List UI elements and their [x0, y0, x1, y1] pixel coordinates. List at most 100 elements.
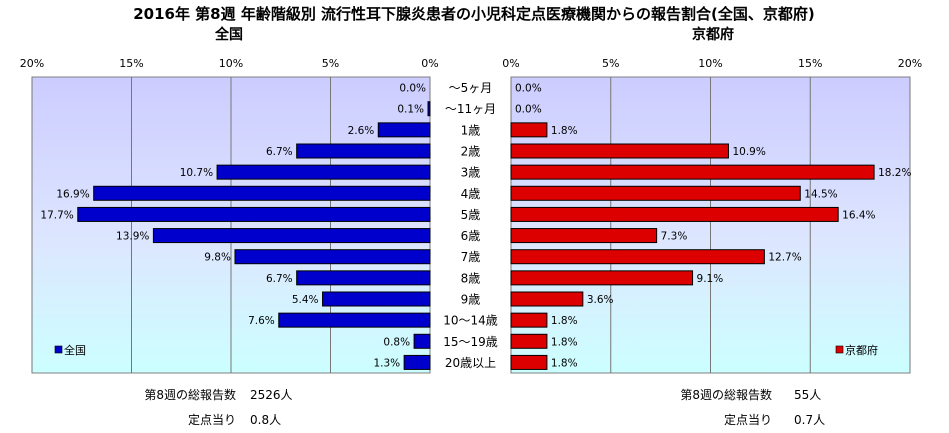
data-label-left: 13.9%: [116, 231, 149, 243]
bar-left: [296, 143, 431, 159]
category-labels: ～5ヶ月 ～11ヶ月 1歳 2歳 3歳 4歳 5歳 6歳 7歳 8歳 9歳 10～14歳 15～19歳 2…: [443, 81, 498, 370]
data-label-left: 0.0%: [399, 83, 426, 95]
bar-left: [413, 333, 431, 349]
data-label-right: 16.4%: [842, 209, 875, 221]
x-tick-label: 0%: [502, 57, 519, 70]
x-tick-label: 5%: [322, 57, 339, 70]
data-label-right: 0.0%: [515, 104, 542, 116]
data-label-left: 0.8%: [383, 336, 410, 348]
data-label-left: 6.7%: [266, 146, 293, 158]
bar-right: [510, 228, 658, 244]
data-label-left: 5.4%: [292, 294, 319, 306]
bar-left: [234, 249, 431, 265]
category-label: 3歳: [461, 166, 481, 180]
bar-right: [510, 164, 875, 180]
bar-left: [93, 185, 431, 201]
category-label: 2歳: [461, 145, 481, 159]
x-tick-label: 10%: [219, 57, 243, 70]
data-label-right: 1.8%: [551, 336, 578, 348]
bar-left: [322, 291, 431, 307]
category-label: 10～14歳: [443, 314, 498, 328]
bar-left: [377, 122, 431, 138]
legend-swatch: [835, 345, 844, 354]
data-label-left: 9.8%: [204, 252, 231, 264]
data-label-left: 16.9%: [56, 188, 89, 200]
bar-left: [427, 101, 431, 117]
bar-left: [278, 312, 431, 328]
data-label-right: 0.0%: [515, 83, 542, 95]
data-label-right: 1.8%: [551, 315, 578, 327]
data-label-right: 3.6%: [587, 294, 614, 306]
category-label: 8歳: [461, 271, 481, 285]
data-label-right: 9.1%: [697, 273, 724, 285]
data-label-right: 18.2%: [878, 167, 911, 179]
data-label-right: 10.9%: [732, 146, 765, 158]
panel-left: 全国 0% 5% 10% 15% 20% 0.0% 0.1% 2.6% 6.7% 10.7% 16.9…: [20, 26, 439, 427]
legend-left: 全国: [54, 343, 86, 357]
x-tick-label: 10%: [698, 57, 722, 70]
x-tick-label: 0%: [421, 57, 438, 70]
data-label-left: 10.7%: [180, 167, 213, 179]
category-label: 5歳: [461, 208, 481, 222]
category-label: 6歳: [461, 229, 481, 243]
x-tick-label: 20%: [20, 57, 44, 70]
total-reports-label: 第8週の総報告数: [680, 387, 772, 402]
data-label-right: 1.8%: [551, 125, 578, 137]
bar-right: [510, 143, 729, 159]
bar-right: [510, 185, 801, 201]
x-tick-label: 15%: [119, 57, 143, 70]
bar-right: [510, 122, 548, 138]
legend-label: 京都府: [845, 343, 878, 357]
bar-right: [510, 291, 584, 307]
per-site-label: 定点当り: [188, 412, 236, 427]
data-label-left: 7.6%: [248, 315, 275, 327]
category-label: 15～19歳: [443, 335, 498, 349]
data-label-right: 1.8%: [551, 357, 578, 369]
data-label-right: 14.5%: [804, 188, 837, 200]
total-reports-value: 55人: [794, 388, 821, 402]
data-label-left: 17.7%: [40, 209, 73, 221]
category-label: 9歳: [461, 293, 481, 307]
panel-title-right: 京都府: [692, 26, 734, 43]
bar-right: [510, 312, 548, 328]
data-label-left: 6.7%: [266, 273, 293, 285]
data-label-right: 7.3%: [661, 231, 688, 243]
per-site-value: 0.8人: [250, 413, 281, 427]
bar-right: [510, 206, 839, 222]
x-tick-label: 15%: [798, 57, 822, 70]
category-label: 20歳以上: [445, 356, 496, 370]
data-label-left: 0.1%: [397, 104, 424, 116]
chart-title: 2016年 第8週 年齢階級別 流行性耳下腺炎患者の小児科定点医療機関からの報告…: [133, 5, 815, 23]
legend-label: 全国: [64, 343, 86, 357]
data-label-left: 1.3%: [373, 357, 400, 369]
per-site-label: 定点当り: [724, 412, 772, 427]
panel-right: 京都府 0% 5% 10% 15% 20% 0.0% 0.0% 1.8% 10.9% 18.2% 14…: [502, 26, 922, 427]
x-tick-label: 20%: [898, 57, 922, 70]
data-label-left: 2.6%: [348, 125, 375, 137]
category-label: 4歳: [461, 187, 481, 201]
category-label: ～11ヶ月: [445, 102, 496, 116]
per-site-value: 0.7人: [794, 413, 825, 427]
bar-right: [510, 333, 548, 349]
bar-left: [296, 270, 431, 286]
category-label: 7歳: [461, 250, 481, 264]
x-tick-label: 5%: [602, 57, 619, 70]
bar-right: [510, 354, 548, 370]
bar-left: [152, 228, 431, 244]
total-reports-value: 2526人: [250, 388, 293, 402]
category-label: ～5ヶ月: [449, 81, 493, 95]
bar-left: [403, 354, 431, 370]
bar-right: [510, 270, 694, 286]
data-label-right: 12.7%: [768, 252, 801, 264]
bar-left: [77, 206, 431, 222]
legend-swatch: [54, 345, 63, 354]
legend-right: 京都府: [835, 343, 878, 357]
category-label: 1歳: [461, 123, 481, 137]
bar-right: [510, 249, 765, 265]
total-reports-label: 第8週の総報告数: [144, 387, 236, 402]
bar-left: [216, 164, 431, 180]
panel-title-left: 全国: [214, 26, 243, 43]
